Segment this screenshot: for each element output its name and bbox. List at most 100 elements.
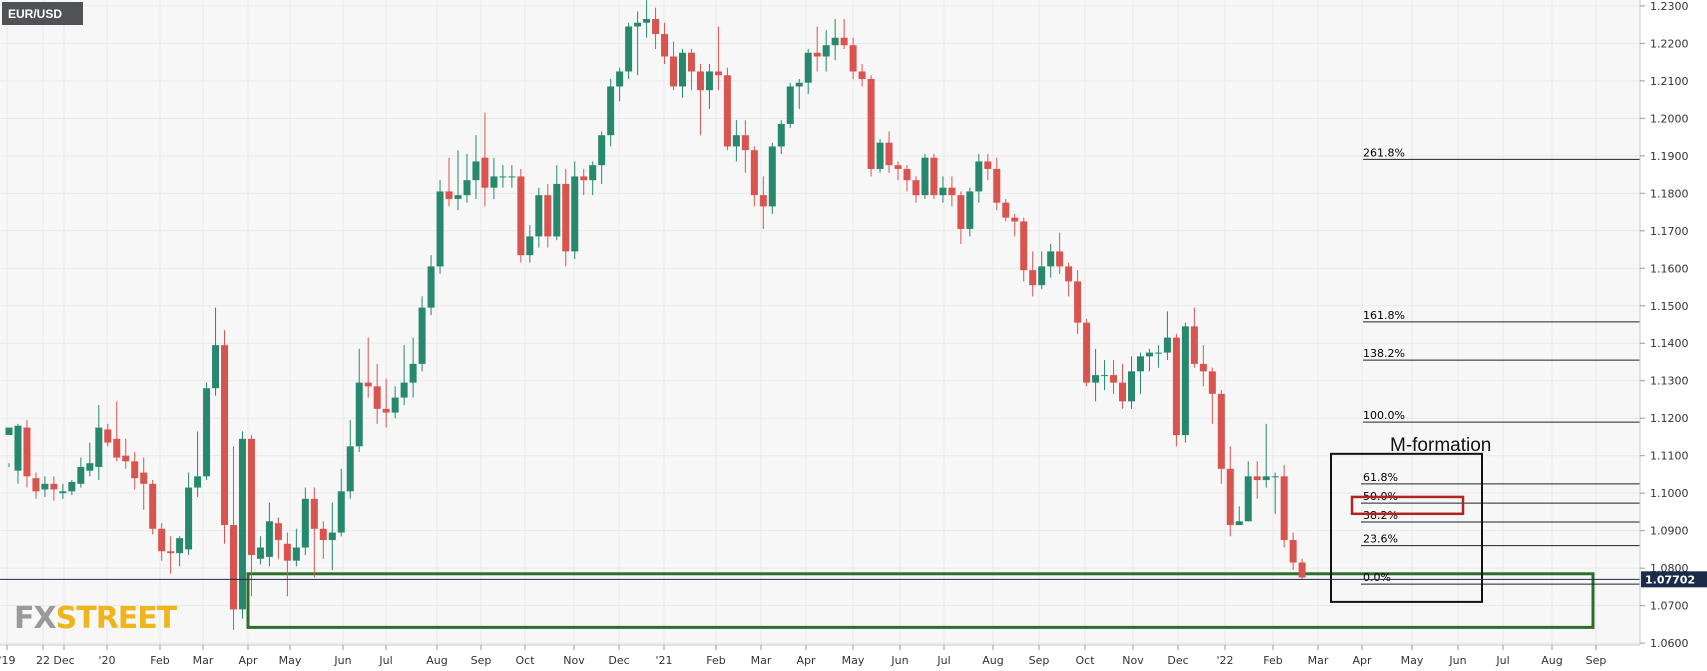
candle-bull[interactable]	[95, 427, 103, 467]
candle-bear[interactable]	[1065, 266, 1073, 282]
candles-layer[interactable]	[5, 0, 1306, 631]
candle-bear[interactable]	[1172, 337, 1180, 436]
candle-bear[interactable]	[957, 195, 965, 229]
candle-bull[interactable]	[535, 195, 543, 237]
candle-bear[interactable]	[1208, 371, 1216, 394]
candle-bull[interactable]	[1244, 476, 1252, 522]
candle-bull[interactable]	[634, 22, 642, 27]
candle-bull[interactable]	[14, 425, 22, 471]
candle-bull[interactable]	[616, 71, 624, 87]
candle-bear[interactable]	[840, 37, 848, 46]
candle-bull[interactable]	[732, 135, 740, 147]
candle-bull[interactable]	[607, 86, 615, 136]
candle-bear[interactable]	[113, 438, 121, 458]
candle-bear[interactable]	[670, 56, 678, 87]
candle-bear[interactable]	[885, 142, 893, 166]
candle-bear[interactable]	[104, 429, 112, 443]
candle-bear[interactable]	[149, 483, 157, 529]
candle-bull[interactable]	[59, 491, 67, 494]
candle-bull[interactable]	[212, 345, 220, 389]
candle-bear[interactable]	[858, 71, 866, 79]
candle-bear[interactable]	[750, 150, 758, 196]
candle-bear[interactable]	[1190, 326, 1198, 364]
candle-bull[interactable]	[41, 483, 49, 490]
candle-bull[interactable]	[508, 176, 516, 178]
candle-bull[interactable]	[77, 466, 85, 484]
candle-bull[interactable]	[831, 37, 839, 46]
candle-bull[interactable]	[346, 446, 354, 492]
candle-bull[interactable]	[598, 135, 606, 166]
candle-bull[interactable]	[571, 176, 579, 252]
candle-bull[interactable]	[795, 82, 803, 87]
candle-bear[interactable]	[319, 528, 327, 541]
candle-bear[interactable]	[517, 176, 525, 256]
candle-bull[interactable]	[337, 491, 345, 533]
candle-bull[interactable]	[1163, 337, 1171, 353]
candle-bear[interactable]	[912, 180, 920, 196]
candle-bull[interactable]	[238, 438, 246, 610]
candle-bear[interactable]	[1083, 322, 1091, 383]
candle-bull[interactable]	[68, 481, 76, 492]
candle-bull[interactable]	[822, 45, 830, 57]
candle-bull[interactable]	[1047, 251, 1055, 267]
candle-bull[interactable]	[768, 146, 776, 207]
candle-bull[interactable]	[939, 187, 947, 196]
candle-bull[interactable]	[176, 538, 184, 554]
candle-bear[interactable]	[894, 165, 902, 169]
candle-bull[interactable]	[436, 191, 444, 267]
candle-bull[interactable]	[490, 176, 498, 188]
candle-bull[interactable]	[1154, 352, 1162, 354]
candle-bear[interactable]	[661, 33, 669, 57]
candle-bear[interactable]	[140, 472, 148, 484]
candle-bear[interactable]	[849, 45, 857, 72]
candle-bull[interactable]	[777, 123, 785, 147]
candle-bull[interactable]	[194, 476, 202, 488]
candle-bear[interactable]	[445, 191, 453, 199]
candle-bull[interactable]	[1145, 352, 1153, 357]
candle-bull[interactable]	[463, 180, 471, 196]
candle-bear[interactable]	[1199, 363, 1207, 372]
candle-bull[interactable]	[643, 18, 651, 23]
candle-bear[interactable]	[131, 461, 139, 479]
candle-bull[interactable]	[185, 487, 193, 550]
candle-bull[interactable]	[427, 266, 435, 308]
candle-bear[interactable]	[247, 438, 255, 556]
candle-bull[interactable]	[5, 427, 13, 436]
candle-bull[interactable]	[1136, 356, 1144, 372]
candle-bear[interactable]	[1298, 562, 1306, 578]
candle-bull[interactable]	[1262, 476, 1270, 481]
candle-bull[interactable]	[1092, 375, 1100, 383]
candle-bull[interactable]	[391, 397, 399, 413]
candle-bull[interactable]	[400, 382, 408, 398]
candle-bear[interactable]	[1029, 270, 1037, 286]
candle-bear[interactable]	[948, 187, 956, 196]
candle-bull[interactable]	[679, 52, 686, 87]
candle-bull[interactable]	[1235, 521, 1243, 526]
candle-bear[interactable]	[696, 71, 704, 91]
candle-bear[interactable]	[1280, 476, 1288, 541]
candle-bull[interactable]	[86, 463, 94, 471]
candle-bear[interactable]	[993, 168, 1001, 203]
candle-bear[interactable]	[759, 195, 767, 207]
candle-bear[interactable]	[1226, 468, 1234, 526]
candle-bull[interactable]	[625, 26, 633, 72]
candle-bear[interactable]	[274, 523, 282, 541]
candle-bull[interactable]	[966, 191, 974, 229]
candle-bear[interactable]	[283, 543, 291, 561]
candle-bull[interactable]	[1128, 371, 1135, 402]
candle-bull[interactable]	[876, 142, 884, 169]
candle-bear[interactable]	[373, 386, 381, 409]
candle-bear[interactable]	[687, 52, 695, 72]
candle-bull[interactable]	[203, 388, 211, 477]
candle-bear[interactable]	[23, 427, 31, 477]
candle-bull[interactable]	[418, 307, 426, 364]
candle-bear[interactable]	[1011, 217, 1019, 222]
candle-bull[interactable]	[499, 176, 507, 178]
candle-bull[interactable]	[786, 86, 794, 124]
candle-bear[interactable]	[741, 135, 749, 151]
candle-bull[interactable]	[1101, 375, 1109, 377]
candle-bull[interactable]	[454, 195, 462, 199]
candle-bear[interactable]	[1056, 251, 1064, 267]
candle-bear[interactable]	[122, 455, 130, 462]
candle-bear[interactable]	[984, 161, 992, 169]
